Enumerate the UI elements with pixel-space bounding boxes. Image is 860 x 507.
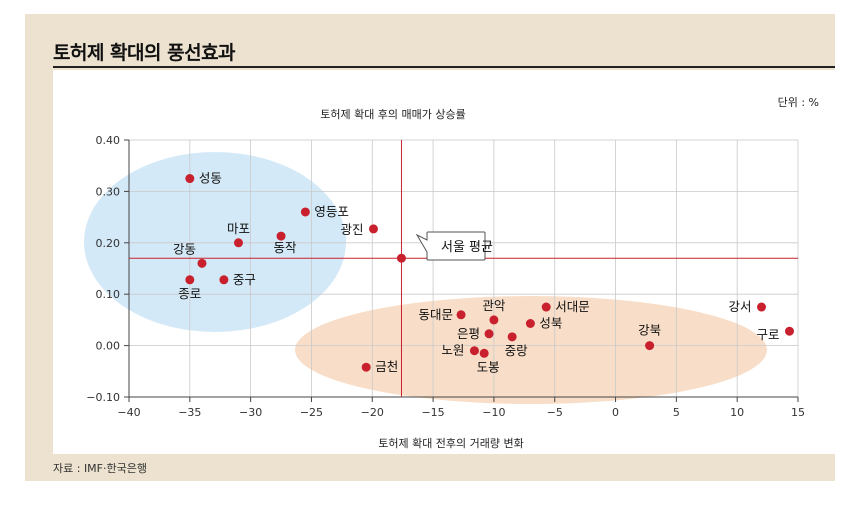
cluster-left-ellipse <box>84 152 346 332</box>
unit-note: 단위 : % <box>778 96 819 109</box>
x-tick-label: −15 <box>421 406 444 419</box>
point-label: 중랑 <box>505 343 529 358</box>
point-label: 중구 <box>233 272 256 287</box>
data-point-구로 <box>784 326 794 336</box>
x-tick-label: 0 <box>612 406 619 419</box>
source-note: 자료 : IMF·한국은행 <box>53 462 147 475</box>
point-label: 종로 <box>178 286 201 301</box>
x-tick-label: 5 <box>673 406 680 419</box>
chart-panel: −0.10 0.00 0.10 0.20 0.30 0.40 −40 −35 −30 −25 −20… <box>53 70 835 454</box>
data-point-성북 <box>525 318 535 328</box>
point-label: 성북 <box>539 315 562 330</box>
chart-title: 토허제 확대 후의 매매가 상승률 <box>320 108 466 121</box>
y-tick-label: 0.30 <box>96 185 121 198</box>
headline: 토허제 확대의 풍선효과 <box>53 42 236 64</box>
chart-card: 토허제 확대의 풍선효과 −0.10 0.00 0.10 0.20 0.30 0.40 −4… <box>25 14 835 481</box>
data-point-금천 <box>361 362 371 372</box>
data-point-동대문 <box>456 310 466 320</box>
point-label: 강북 <box>638 323 661 338</box>
data-point-동작 <box>276 231 286 241</box>
data-point-노원 <box>469 346 479 356</box>
x-tick-label: −35 <box>178 406 201 419</box>
x-tick-label: −5 <box>547 406 563 419</box>
axes: −0.10 0.00 0.10 0.20 0.30 0.40 −40 −35 −30 −25 −20… <box>86 134 805 419</box>
point-label: 동대문 <box>419 307 454 322</box>
x-tick-label: 15 <box>791 406 805 419</box>
point-label: 영등포 <box>314 204 349 219</box>
data-point-관악 <box>489 315 499 325</box>
x-axis-label: 토허제 확대 전후의 거래량 변화 <box>378 437 524 450</box>
callout-box <box>415 231 486 261</box>
x-tick-label: −25 <box>300 406 323 419</box>
point-label: 광진 <box>340 222 363 237</box>
point-label: 관악 <box>482 298 506 313</box>
point-label: 동작 <box>274 240 298 255</box>
seoul-average-callout: 서울 평균 <box>415 231 493 261</box>
data-point-강동 <box>197 258 207 268</box>
point-label: 서대문 <box>555 299 590 314</box>
point-label: 강서 <box>728 299 751 314</box>
data-point-종로 <box>185 275 195 285</box>
data-point-중구 <box>219 275 229 285</box>
data-point-강북 <box>645 341 655 351</box>
x-tick-label: −30 <box>239 406 262 419</box>
y-tick-label: 0.00 <box>96 340 121 353</box>
y-tick-label: 0.20 <box>96 237 121 250</box>
x-tick-label: −20 <box>361 406 384 419</box>
point-label: 은평 <box>457 326 480 341</box>
point-label: 마포 <box>227 221 250 236</box>
data-point-영등포 <box>300 207 310 217</box>
data-point-중랑 <box>507 332 517 342</box>
y-tick-label: −0.10 <box>86 391 120 404</box>
x-tick-label: 10 <box>730 406 744 419</box>
point-label: 성동 <box>199 171 222 186</box>
data-point-서대문 <box>541 302 551 312</box>
point-label: 구로 <box>756 327 779 342</box>
reference-label: 서울 평균 <box>441 240 493 255</box>
data-point-성동 <box>185 174 195 184</box>
point-label: 강동 <box>173 241 196 256</box>
data-point-은평 <box>484 329 494 339</box>
data-point-강서 <box>757 302 767 312</box>
point-label: 도봉 <box>477 359 500 374</box>
data-point-광진 <box>368 224 378 234</box>
x-tick-label: −40 <box>117 406 140 419</box>
y-tick-label: 0.10 <box>96 288 121 301</box>
data-point-마포 <box>233 238 243 248</box>
point-label: 노원 <box>441 343 464 358</box>
point-label: 금천 <box>375 359 398 374</box>
x-tick-label: −10 <box>482 406 505 419</box>
scatter-chart: −0.10 0.00 0.10 0.20 0.30 0.40 −40 −35 −30 −25 −20… <box>84 96 819 450</box>
data-point-도봉 <box>479 348 489 358</box>
y-tick-label: 0.40 <box>96 134 121 147</box>
reference-point <box>396 253 406 263</box>
cluster-right-ellipse <box>295 296 767 404</box>
headline-rule <box>53 66 835 68</box>
